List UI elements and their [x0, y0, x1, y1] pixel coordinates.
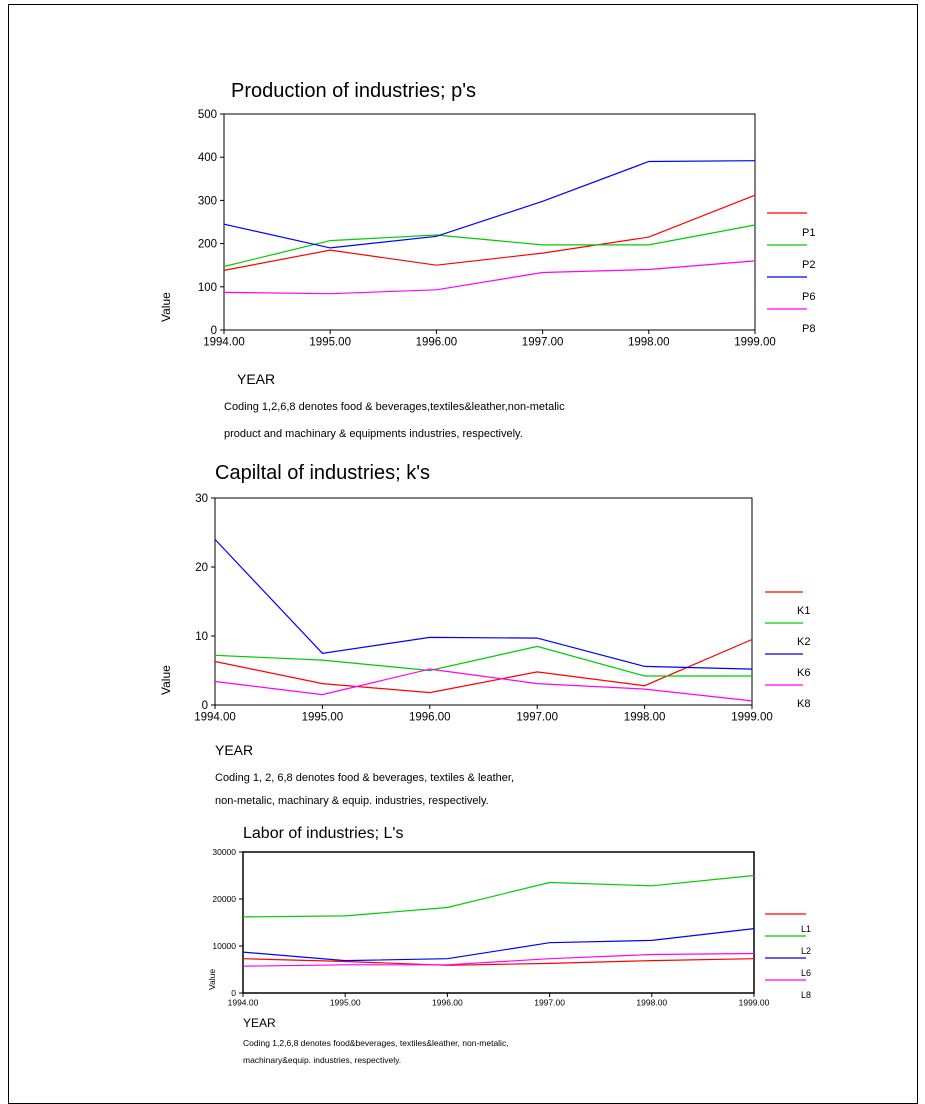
y-tick-label: 400	[198, 152, 217, 164]
x-tick-label: 1995.00	[330, 998, 361, 1008]
series-line-1	[223, 194, 756, 271]
legend-label-2: L2	[801, 946, 811, 956]
chart-2-note-line-2: non-metalic, machinary & equip. industri…	[215, 795, 489, 807]
x-tick-label: 1996.00	[432, 998, 463, 1008]
y-tick-label: 10000	[212, 941, 236, 951]
chart-1-note-line-1: Coding 1,2,6,8 denotes food & beverages,…	[224, 401, 565, 413]
x-tick-label: 1997.00	[522, 337, 564, 349]
y-axis-label: Value	[207, 969, 217, 990]
x-tick-label: 1996.00	[409, 712, 451, 724]
legend-label-2: P2	[802, 259, 815, 271]
legend-label-4: P8	[802, 323, 815, 335]
legend-label-3: L6	[801, 968, 811, 978]
chart-1-title: Production of industries; p's	[231, 80, 477, 102]
plot-area-frame	[223, 113, 756, 331]
x-tick-label: 1999.00	[739, 998, 770, 1008]
y-tick-label: 0	[211, 325, 217, 337]
plot-area-frame	[214, 497, 753, 706]
series-line-2	[223, 224, 756, 268]
chart-3-title: Labor of industries; L's	[243, 825, 404, 842]
series-line-2	[242, 874, 755, 918]
x-tick-label: 1998.00	[636, 998, 667, 1008]
x-tick-label: 1998.00	[628, 337, 670, 349]
y-axis-label: Value	[159, 665, 173, 695]
x-tick-label: 1997.00	[534, 998, 565, 1008]
legend-label-1: K1	[797, 605, 810, 617]
y-tick-label: 20	[195, 562, 208, 574]
legend-label-4: K8	[797, 698, 810, 710]
x-tick-label: 1994.00	[203, 337, 245, 349]
legend-label-1: L1	[801, 924, 811, 934]
series-line-3	[242, 928, 755, 962]
x-tick-label: 1998.00	[624, 712, 666, 724]
series-line-4	[242, 952, 755, 967]
y-axis-label: Value	[159, 292, 173, 322]
y-tick-label: 500	[198, 109, 217, 121]
series-line-1	[214, 638, 753, 694]
chart-2-note-line-1: Coding 1, 2, 6,8 denotes food & beverage…	[215, 772, 515, 784]
chart-1: 0 100 200 300 400 500 1994.00 1995.00 1996.00 199…	[159, 109, 815, 348]
legend-label-1: P1	[802, 227, 815, 239]
y-tick-label: 20000	[212, 894, 236, 904]
y-tick-label: 300	[198, 195, 217, 207]
chart-2: 0 10 20 30 1994.00 1995.00 1996.00 1997.00 1998.…	[159, 493, 810, 723]
y-tick-label: 0	[231, 988, 236, 998]
series-line-1	[242, 958, 755, 966]
y-tick-label: 30000	[212, 847, 236, 857]
chart-3-note-line-1: Coding 1,2,6,8 denotes food&beverages, t…	[243, 1038, 509, 1048]
x-tick-label: 1995.00	[309, 337, 351, 349]
y-tick-label: 100	[198, 282, 217, 294]
chart-1-xlabel: YEAR	[237, 371, 276, 387]
series-line-3	[214, 538, 753, 670]
x-tick-label: 1999.00	[734, 337, 776, 349]
plot-area-frame	[242, 851, 755, 994]
x-tick-label: 1997.00	[516, 712, 558, 724]
x-tick-label: 1999.00	[731, 712, 773, 724]
chart-3-note-line-2: machinary&equip. industries, respectivel…	[243, 1055, 402, 1065]
chart-1-note-line-2: product and machinary & equipments indus…	[224, 428, 523, 440]
series-line-4	[223, 260, 756, 295]
chart-3-xlabel: YEAR	[243, 1016, 276, 1030]
x-tick-label: 1994.00	[194, 712, 236, 724]
legend-label-4: L8	[801, 990, 811, 1000]
chart-3: 0 10000 20000 30000 1994.00 1995.00 1996.00 199…	[207, 847, 811, 1008]
y-tick-label: 10	[195, 631, 208, 643]
legend-label-2: K2	[797, 636, 810, 648]
y-tick-label: 0	[202, 700, 208, 712]
series-line-3	[223, 160, 756, 249]
x-tick-label: 1994.00	[228, 998, 259, 1008]
x-tick-label: 1995.00	[302, 712, 344, 724]
y-tick-label: 30	[195, 493, 208, 505]
y-tick-label: 200	[198, 239, 217, 251]
legend-label-3: P6	[802, 291, 815, 303]
chart-2-title: Capiltal of industries; k's	[215, 462, 431, 484]
chart-2-xlabel: YEAR	[215, 742, 254, 758]
legend-label-3: K6	[797, 667, 810, 679]
series-line-2	[214, 645, 752, 677]
x-tick-label: 1996.00	[416, 337, 458, 349]
series-line-4	[214, 668, 753, 702]
